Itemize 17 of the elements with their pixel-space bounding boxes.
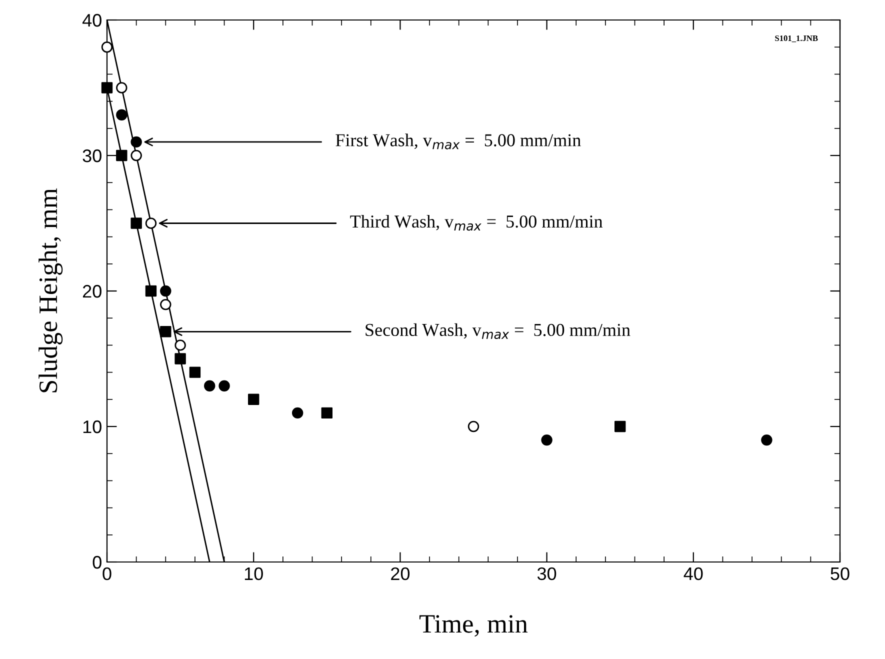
x-tick-label: 10 [244,567,263,580]
x-tick-label: 20 [391,567,410,580]
y-axis-title: Sludge Height, mm [38,188,63,392]
y-tick-label: 0 [92,556,102,569]
x-tick-label: 40 [684,567,703,580]
x-tick-label: 50 [830,567,850,580]
y-tick-label: 10 [83,420,102,434]
x-tick-label: 0 [102,567,112,580]
y-tick-label: 20 [82,284,102,298]
annotation: Second Wash, v$_{max}$ = 5.00 mm/min [366,323,630,340]
y-tick-label: 30 [82,149,102,162]
y-tick-label: 40 [82,14,102,27]
annotation: S101_1.JNB [775,35,818,42]
annotation: First Wash, v$_{max}$ = 5.00 mm/min [336,134,581,150]
annotation: Third Wash, v$_{max}$ = 5.00 mm/min [350,214,603,231]
x-axis-title: Time, min [419,615,528,637]
x-tick-label: 30 [537,567,556,580]
